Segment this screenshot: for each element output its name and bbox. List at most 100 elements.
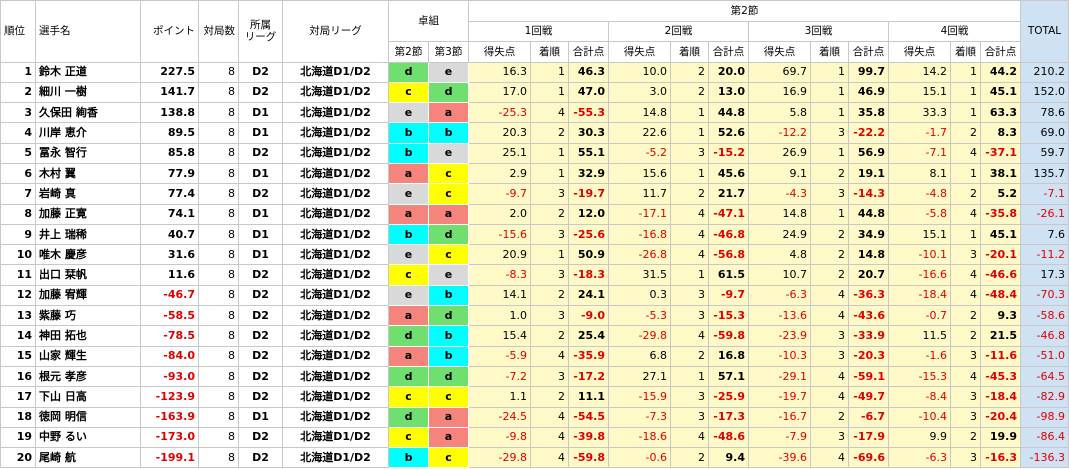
table-cell: -16.6 bbox=[888, 264, 951, 286]
table-cell: -20.4 bbox=[980, 406, 1021, 428]
table-cell: 31.6 bbox=[140, 244, 199, 266]
table-cell: -49.7 bbox=[848, 386, 889, 408]
table-cell: 3 bbox=[810, 325, 849, 347]
table-cell: 4 bbox=[0, 122, 36, 144]
table-row: 15 山家 輝生 -84.0 8 D2 北海道D1/D2 a b -5.9 4 -35.9 6.8 2 1… bbox=[0, 345, 1069, 367]
table-cell: 3 bbox=[530, 223, 569, 246]
table-cell: 77.9 bbox=[140, 162, 199, 185]
table-cell: -6.3 bbox=[888, 447, 951, 469]
table-cell: 1 bbox=[670, 102, 709, 124]
table-cell: D2 bbox=[238, 284, 283, 307]
group-cell: a bbox=[388, 305, 429, 327]
table-cell: -47.1 bbox=[708, 203, 749, 225]
group-cell: d bbox=[428, 365, 469, 388]
table-row: 10 唯木 慶彦 31.6 8 D1 北海道D1/D2 e c 20.9 1 50.9 -26.8 4-… bbox=[0, 244, 1069, 266]
table-cell: 8 bbox=[198, 406, 239, 428]
table-cell: -70.3 bbox=[1020, 284, 1069, 307]
table-cell: 3 bbox=[670, 305, 709, 327]
table-cell: 8 bbox=[198, 284, 239, 307]
table-cell: 2 bbox=[530, 203, 569, 225]
table-cell: 15.1 bbox=[888, 81, 951, 104]
table-cell: 99.7 bbox=[848, 61, 889, 83]
table-cell: 2 bbox=[810, 264, 849, 286]
table-cell: 4 bbox=[530, 345, 569, 367]
table-cell: -17.9 bbox=[848, 426, 889, 449]
group-cell: e bbox=[388, 244, 429, 266]
table-row: 1 鈴木 正道 227.5 8 D2 北海道D1/D2 d e 16.3 1 46.3 10.0 2 20… bbox=[0, 61, 1069, 83]
header-cell: 得失点 bbox=[608, 41, 671, 63]
group-cell: b bbox=[388, 223, 429, 246]
table-cell: 4 bbox=[670, 426, 709, 449]
table-cell: 2 bbox=[670, 61, 709, 83]
table-cell: 40.7 bbox=[140, 223, 199, 246]
table-cell: -82.9 bbox=[1020, 386, 1069, 408]
table-cell: 1 bbox=[950, 102, 981, 124]
table-row: 13 紫藤 巧 -58.5 8 D2 北海道D1/D2 a d 1.0 3 -9.0 -5.3 3 -15… bbox=[0, 305, 1069, 327]
table-cell: 69.7 bbox=[748, 61, 811, 83]
table-cell: 1 bbox=[950, 81, 981, 104]
table-cell: 徳岡 明信 bbox=[35, 406, 141, 428]
table-cell: -58.6 bbox=[1020, 305, 1069, 327]
table-cell: 北海道D1/D2 bbox=[282, 426, 389, 449]
table-cell: -35.9 bbox=[568, 345, 609, 367]
table-cell: -84.0 bbox=[140, 345, 199, 367]
header-row: 順位 選手名 ポイント 対局数 所属 リーグ 対局リーグ 卓組 第2節 TOTAL bbox=[0, 0, 1069, 63]
header-cell: 着順 bbox=[530, 41, 569, 63]
table-cell: 16.3 bbox=[468, 61, 531, 83]
group-cell: d bbox=[428, 305, 469, 327]
header-cell: 合計点 bbox=[568, 41, 609, 63]
table-cell: 4 bbox=[810, 305, 849, 327]
table-cell: 19 bbox=[0, 426, 36, 449]
table-cell: 14.8 bbox=[748, 203, 811, 225]
table-cell: 2 bbox=[0, 81, 36, 104]
table-cell: 46.3 bbox=[568, 61, 609, 83]
table-row: 6 木村 翼 77.9 8 D1 北海道D1/D2 a c 2.9 1 32.9 15.6 1 45.6 9… bbox=[0, 162, 1069, 185]
table-cell: -9.7 bbox=[468, 183, 531, 205]
table-cell: 0.3 bbox=[608, 284, 671, 307]
table-cell: -43.6 bbox=[848, 305, 889, 327]
table-cell: -46.8 bbox=[1020, 325, 1069, 347]
header-cell: 3回戦 bbox=[748, 20, 889, 42]
table-cell: 木村 翼 bbox=[35, 162, 141, 185]
table-cell: 21.7 bbox=[708, 183, 749, 205]
table-cell: -29.1 bbox=[748, 365, 811, 388]
table-cell: D1 bbox=[238, 406, 283, 428]
table-row: 18 徳岡 明信 -163.9 8 D1 北海道D1/D2 d a -24.5 4 -54.5 -7.… bbox=[0, 406, 1069, 428]
table-cell: 14.8 bbox=[608, 102, 671, 124]
table-cell: 141.7 bbox=[140, 81, 199, 104]
table-cell: 4 bbox=[950, 142, 981, 164]
header-cell: 着順 bbox=[670, 41, 709, 63]
table-cell: 北海道D1/D2 bbox=[282, 284, 389, 307]
table-cell: 3 bbox=[530, 264, 569, 286]
table-cell: 9 bbox=[0, 223, 36, 246]
table-cell: 岩崎 真 bbox=[35, 183, 141, 205]
table-cell: D2 bbox=[238, 183, 283, 205]
table-cell: 1.0 bbox=[468, 305, 531, 327]
table-cell: D2 bbox=[238, 447, 283, 469]
table-cell: 55.1 bbox=[568, 142, 609, 164]
table-cell: D1 bbox=[238, 102, 283, 124]
header-cell: 得失点 bbox=[888, 41, 951, 63]
table-row: 12 加藤 宥輝 -46.7 8 D2 北海道D1/D2 e b 14.1 2 24.1 0.3 3 -9… bbox=[0, 284, 1069, 307]
table-cell: -24.5 bbox=[468, 406, 531, 428]
table-cell: 57.1 bbox=[708, 365, 749, 388]
table-cell: 135.7 bbox=[1020, 162, 1069, 185]
table-cell: D2 bbox=[238, 142, 283, 164]
table-cell: 3 bbox=[0, 102, 36, 124]
table-cell: 85.8 bbox=[140, 142, 199, 164]
table-cell: -17.2 bbox=[568, 365, 609, 388]
table-cell: 北海道D1/D2 bbox=[282, 325, 389, 347]
table-cell: -56.8 bbox=[708, 244, 749, 266]
table-cell: 1 bbox=[950, 223, 981, 246]
group-cell: c bbox=[428, 386, 469, 408]
table-cell: -33.9 bbox=[848, 325, 889, 347]
table-cell: 45.1 bbox=[980, 81, 1021, 104]
table-cell: 北海道D1/D2 bbox=[282, 345, 389, 367]
table-cell: 38.1 bbox=[980, 162, 1021, 185]
table-cell: -14.3 bbox=[848, 183, 889, 205]
table-cell: 14.2 bbox=[888, 61, 951, 83]
table-cell: -25.9 bbox=[708, 386, 749, 408]
table-cell: 2.9 bbox=[468, 162, 531, 185]
table-cell: 2 bbox=[670, 183, 709, 205]
table-cell: D1 bbox=[238, 122, 283, 144]
